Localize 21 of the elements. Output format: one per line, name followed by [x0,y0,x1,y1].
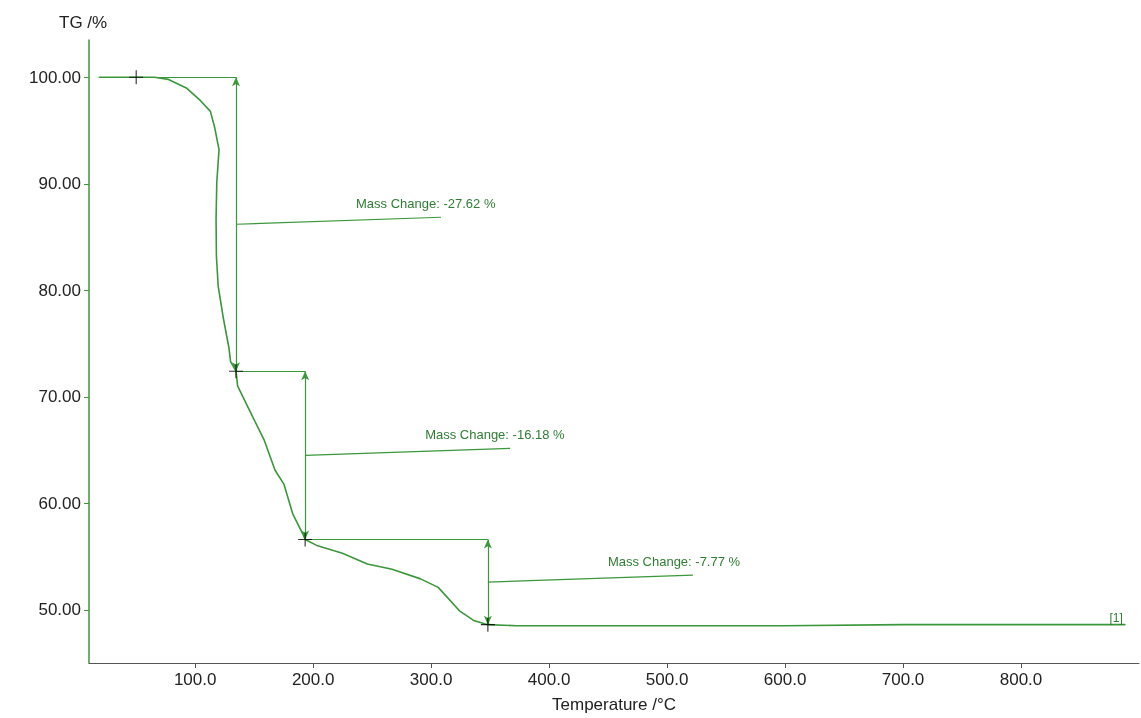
y-tick-label: 70.00 [38,387,81,407]
x-tick-label: 800.0 [999,670,1043,689]
point [229,364,243,379]
x-tick-label: 600.0 [763,670,807,689]
annotation: [1] [1109,610,1123,625]
x-tick-label: 400.0 [527,670,571,689]
x-tick-label: 200.0 [291,670,335,689]
x-tick-label: 100.0 [173,670,217,689]
x-tick-label: 300.0 [409,670,453,689]
x-tick-label: 700.0 [881,670,925,689]
y-tick-label: 80.00 [38,280,81,300]
x-axis-title: Temperature /°C [552,695,676,714]
annotation: Mass Change: -7.77 % [607,554,741,570]
annotation: Mass Change: -16.18 % [425,427,566,443]
x-tick-label: 500.0 [645,670,689,689]
y-tick-label: 50.00 [38,600,81,620]
annotation: Mass Change: -27.62 % [356,196,496,212]
y-tick-label: 60.00 [38,493,81,513]
y-tick-label: 100.00 [29,67,81,87]
y-axis-title: TG /% [59,12,108,32]
y-tick-label: 90.00 [38,174,81,194]
